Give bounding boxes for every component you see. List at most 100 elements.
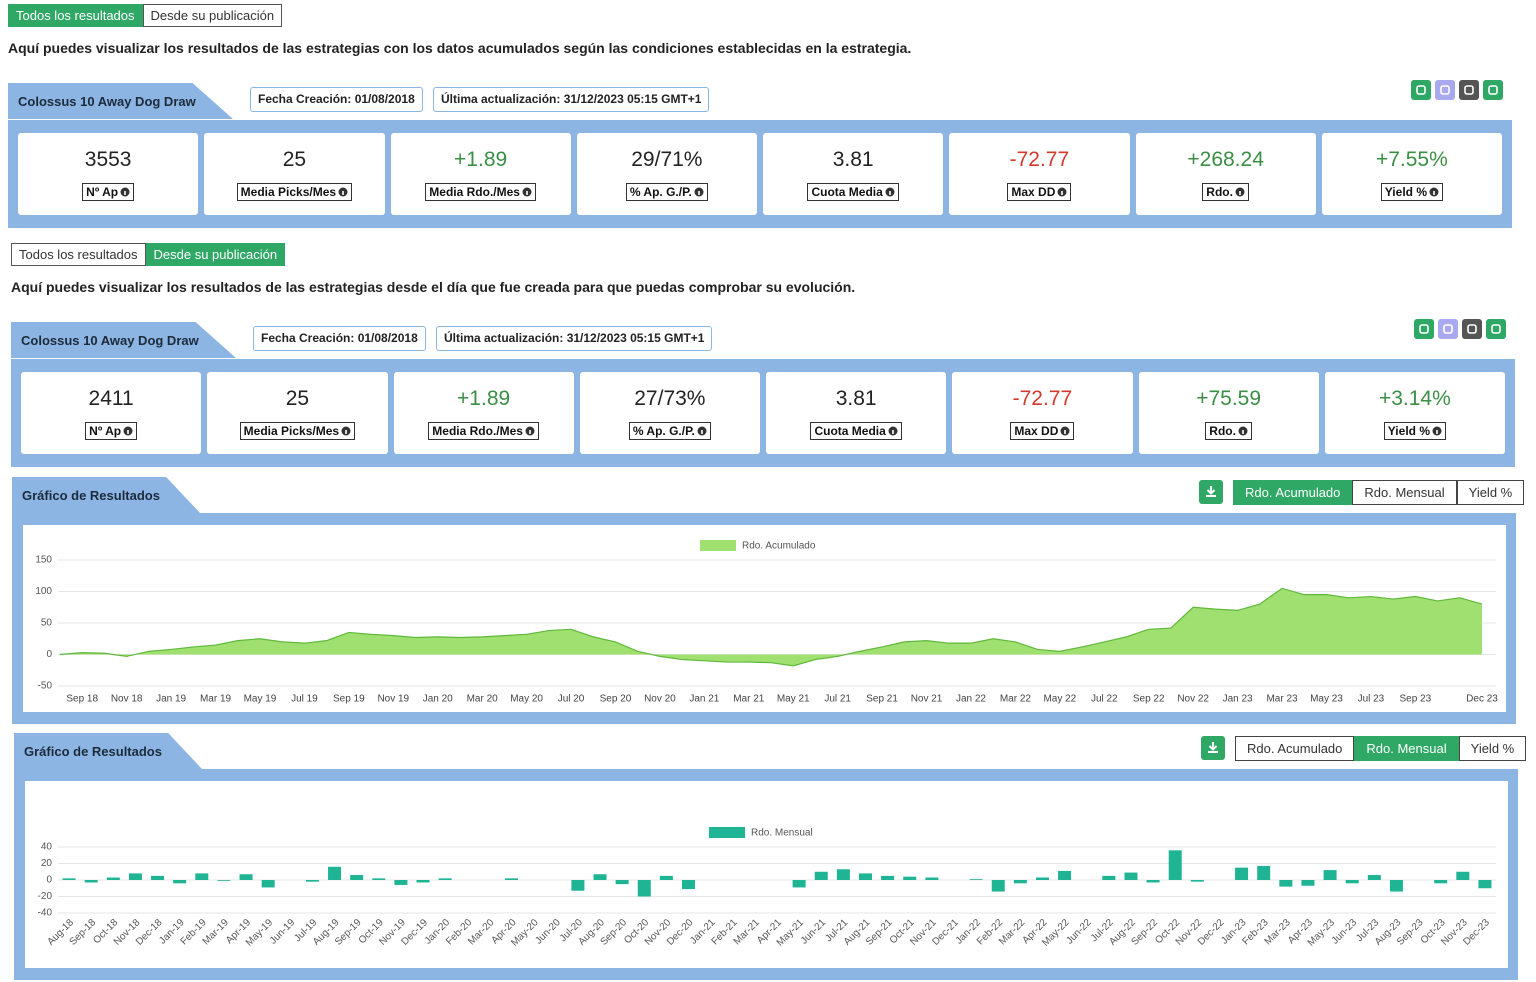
toggle-button[interactable]: Rdo. Acumulado [1233,480,1353,505]
info-icon [1060,426,1070,436]
info-icon [1432,426,1442,436]
icon [1208,742,1218,753]
action-button[interactable] [1483,80,1503,100]
action-button[interactable] [1486,319,1506,339]
info-bar [701,430,703,434]
stat-label: Cuota Media [810,422,902,440]
stat-label: Cuota Media [807,183,899,201]
description: Aquí puedes visualizar los resultados de… [8,40,912,56]
stat-label: Rdo. [1202,183,1249,201]
stat-label-text: Cuota Media [814,424,886,438]
icon [1419,324,1429,334]
tab[interactable]: Desde su publicación [142,4,283,27]
stat-value: 3553 [84,148,132,171]
icon [1488,85,1498,95]
toggle-button[interactable]: Yield % [1456,480,1525,505]
chart-area [23,525,1506,712]
chart-panel [14,769,1518,980]
stat-label-text: Cuota Media [811,185,883,199]
icon [1206,486,1216,497]
info-bar [891,430,894,434]
stat-card: +3.14% Yield % [1324,372,1505,454]
info-bar [124,191,126,195]
stat-label-text: Max DD [1014,424,1059,438]
action-button[interactable] [1438,319,1458,339]
stat-card: 3.81 Cuota Media [766,372,947,454]
action-button[interactable] [1462,319,1482,339]
tab[interactable]: Desde su publicación [145,243,286,266]
action-button[interactable] [1435,80,1455,100]
toggle-button[interactable]: Rdo. Mensual [1352,480,1457,505]
download-button[interactable] [1201,736,1225,760]
icon-glyph [1440,85,1450,95]
download-button[interactable] [1199,480,1223,504]
info-bar [888,191,891,195]
creation-date: Fecha Creación: 01/08/2018 [253,326,426,351]
info-bar [1242,430,1244,434]
stat-card: +75.59 Rdo. [1138,372,1319,454]
stat-label: Nº Ap [82,183,135,201]
stat-label: Yield % [1380,183,1443,201]
button-group: Rdo. Acumulado Rdo. Mensual Yield % [1233,480,1525,505]
toggle-button[interactable]: Yield % [1458,736,1527,761]
action-button[interactable] [1414,319,1434,339]
stat-label-text: Media Rdo./Mes [429,185,520,199]
stat-label-text: Rdo. [1209,424,1236,438]
stat-label-text: Yield % [1384,185,1427,199]
icon-glyph [1488,85,1498,95]
stat-card: 2411 Nº Ap [21,372,202,454]
stat-value: 3.81 [832,148,874,171]
info-icon [522,187,532,197]
stat-value: +268.24 [1187,148,1264,171]
stat-label-text: % Ap. G./P. [632,424,695,438]
icon-glyph [1464,85,1474,95]
stat-label: Nº Ap [85,422,138,440]
icon-glyph [1416,85,1426,95]
stat-label-text: Yield % [1387,424,1430,438]
info-bar [342,191,344,195]
stat-label: Yield % [1383,422,1446,440]
stat-label-text: Media Rdo./Mes [432,424,523,438]
stat-value: +75.59 [1196,387,1262,410]
stat-value: 29/71% [631,148,703,171]
stat-label: Media Rdo./Mes [425,183,536,201]
info-bar [529,430,531,434]
stat-card: +7.55% Yield % [1321,133,1502,215]
stat-label-text: Max DD [1011,185,1056,199]
chart-area [25,781,1508,968]
stat-value: -72.77 [1009,148,1070,171]
stat-label-text: % Ap. G./P. [629,185,692,199]
icon-glyph [1419,324,1429,334]
info-icon [1235,187,1245,197]
action-button[interactable] [1459,80,1479,100]
stat-value: 27/73% [634,387,706,410]
icon-glyph [1491,324,1501,334]
chart-panel [12,513,1516,724]
section-header: Colossus 10 Away Dog Draw [8,83,233,119]
action-button[interactable] [1411,80,1431,100]
tab[interactable]: Todos los resultados [11,243,146,266]
stat-label: Max DD [1007,183,1072,201]
toggle-button[interactable]: Rdo. Mensual [1354,736,1459,761]
description: Aquí puedes visualizar los resultados de… [11,279,856,295]
stat-card: 25 Media Picks/Mes [204,133,385,215]
info-icon [1238,426,1248,436]
download-glyph [1206,486,1216,497]
icon [1491,324,1501,334]
icon-glyph [1443,324,1453,334]
icon [1443,324,1453,334]
stat-label-text: Media Picks/Mes [243,424,340,438]
toggle-button[interactable]: Rdo. Acumulado [1235,736,1355,761]
icon [1467,324,1477,334]
stat-label: % Ap. G./P. [628,422,711,440]
section-header: Gráfico de Resultados [14,733,202,769]
icon-glyph [1467,324,1477,334]
stat-label: Media Picks/Mes [239,422,356,440]
stat-label-text: Nº Ap [86,185,119,199]
stat-label: Max DD [1010,422,1075,440]
stat-value: +3.14% [1378,387,1451,410]
stat-value: 3.81 [835,387,877,410]
info-icon [341,426,351,436]
tab[interactable]: Todos los resultados [8,4,143,27]
stat-value: +1.89 [457,387,511,410]
